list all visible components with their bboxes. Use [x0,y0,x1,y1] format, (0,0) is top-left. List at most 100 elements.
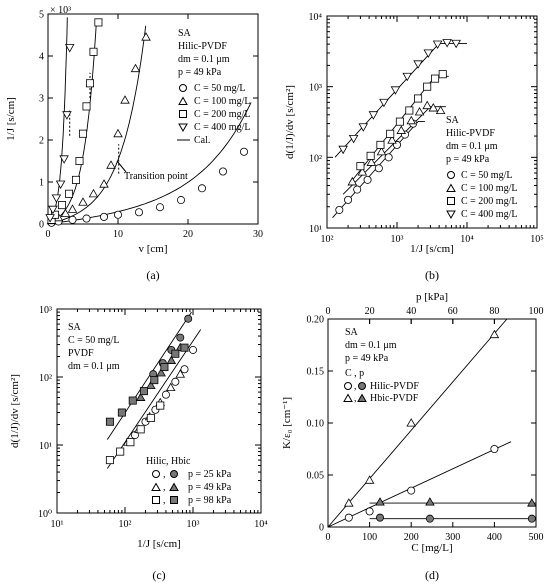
panel-c-ytick-label: 10¹ [39,441,52,452]
panel-d-point-circle [490,444,499,453]
panel-b-fit-line [332,121,425,218]
panel-a-point-triangle-up [120,95,130,104]
panel-d-x2label: p [kPa] [416,291,448,303]
panel-b-point-triangle-up [396,125,407,134]
panel-b-xtick-label: 10⁴ [460,234,474,245]
panel-d-legend-header-0: SA [345,327,359,338]
panel-b-legend-entry-2: C = 200 mg/L [461,196,517,207]
panel-a-xtick-label: 0 [46,229,51,240]
panel-a-legend-entry-3: C = 400 mg/L [194,122,250,133]
panel-b-xlabel: 1/J [s/cm] [410,243,454,255]
panel-c-point-square-filled [139,387,148,396]
panel-a-point-circle [114,210,123,219]
panel-d-xtick-label: 200 [404,532,419,543]
panel-d-xtick-label: 100 [362,532,377,543]
panel-b-point-triangle-down [402,72,413,82]
panel-a-point-triangle-up [113,128,123,138]
panel-a-ytick-label: 1 [39,178,44,189]
panel-a-point-triangle-up [60,208,71,217]
panel-c-point-square-filled [160,363,169,372]
panel-b-point-triangle-up [428,103,439,112]
panel-a-point-circle [68,215,77,224]
panel-b-point-circle [353,185,362,194]
panel-d-point-triangle-up [364,475,375,484]
panel-b-xtick-label: 10⁵ [530,234,544,245]
panel-d-legend-entry-0: Hilic-PVDF [370,381,419,392]
panel-b-point-triangle-down [338,145,348,155]
panel-d-legend-sep-1: , [354,393,357,404]
panel-d-legend-marker-triangle-filled [357,393,367,402]
panel-b-label: (b) [425,268,439,282]
panel-b-legend-marker-triangle-down [446,210,456,220]
panel-b-point-circle [374,164,383,173]
panel-b-point-triangle-up [366,157,377,166]
panel-a-legend-marker-triangle-up [178,96,188,105]
panel-a-legend-marker-square [179,110,187,118]
panel-b-point-square [366,151,375,160]
panel-b-point-triangle-up [376,146,387,156]
panel-a-xlabel: v [cm] [138,243,167,255]
panel-c-point-square [126,438,135,447]
panel-c-point-square-filled [128,396,137,405]
panel-c-legend: SA C = 50 mg/L PVDF dm = 0.1 μm Hilic, H… [68,322,232,506]
panel-b-legend-entry-1: C = 100 mg/L [461,183,517,194]
panel-a-cal-line [47,25,147,225]
panel-b-fit-line [342,106,446,195]
panel-d-legend-title: C , p [345,368,364,379]
panel-b-point-square [423,82,432,91]
panel-d-legend-marker-circle-filled [358,382,366,390]
panel-a-point-square [79,129,88,138]
panel-c-legend-header-1: C = 50 mg/L [68,335,119,346]
panel-d-legend: SA dm = 0.1 μm p = 49 kPa C , p , Hilic-… [343,327,419,404]
panel-b-point-triangle-down [423,49,434,58]
panel-d-xtick-label: 500 [529,532,544,543]
panel-c-point-circle [188,345,197,354]
panel-d-legend-entry-1: Hbic-PVDF [370,393,419,404]
panel-b-point-square [405,106,414,115]
panel-c-fit-line-hilic [106,329,202,469]
panel-c-point-square-filled [180,343,189,352]
panel-b-point-triangle-up [435,105,446,114]
panel-c-point-circle [161,390,170,399]
panel-b-point-square [414,94,423,103]
panel-d-x2tick-label: 20 [365,306,375,317]
panel-b-legend-header-3: p = 49 kPa [446,154,490,165]
panel-a-cal-line [47,17,68,225]
panel-a-legend-entry-4: Cal. [194,135,210,146]
panel-c-fit-line-hbic [106,311,192,440]
panel-c-legend-entry-0: p = 25 kPa [188,469,232,480]
panel-a-legend-header-1: Hilic-PVDF [178,41,227,52]
panel-d-x2tick-label: 60 [448,306,458,317]
panel-a-point-square [86,79,95,88]
panel-c-ytick-label: 10³ [39,305,52,316]
panel-b-legend-marker-circle [447,171,455,179]
panel-c-point-square-filled [117,408,126,417]
panel-b-point-square [386,129,395,138]
panel-d-legend-header-1: dm = 0.1 μm [345,340,397,351]
panel-c-point-circle [180,365,189,374]
panel-a-point-circle [155,203,164,212]
panel-d-chart: 0 100 200 300 400 500 0 20 40 60 80 100 0 0.05 0.10 0.1… [281,291,544,582]
panel-c-legend-marker-square-open [152,496,160,504]
panel-d-fit-line-hilic-c [327,441,512,528]
panel-a-xtick-label: 10 [113,229,123,240]
panel-b-legend-marker-triangle-up [446,183,456,192]
panel-a-point-square [82,102,91,111]
panel-b-point-circle [384,153,393,162]
panel-d-x2tick-label: 0 [326,306,331,317]
panel-b-point-triangle-down [348,134,359,144]
panel-d-ylabel: K/ε₀ [cm⁻¹] [281,397,293,449]
panel-a-legend-entry-0: C = 50 mg/L [194,83,245,94]
panel-c-legend-marker-circle-open [152,470,160,478]
panel-a-point-square [94,18,103,27]
panel-c-legend-header-3: dm = 0.1 μm [68,361,120,372]
panel-d-point-circle-filled [527,514,536,523]
panel-c-ylabel: d(1/J)/dv [s/cm²] [9,374,21,448]
panel-d-point-circle-filled [425,514,434,523]
panel-a-point-square [75,156,84,165]
panel-c-xtick-label: 10⁴ [254,519,268,530]
panel-b-legend: SA Hilic-PVDF dm = 0.1 μm p = 49 kPa C =… [446,115,517,220]
panel-b-legend-header-0: SA [446,115,460,126]
panel-c-legend-sep-2: , [163,495,166,506]
panel-c-legend-sep-1: , [163,482,166,493]
